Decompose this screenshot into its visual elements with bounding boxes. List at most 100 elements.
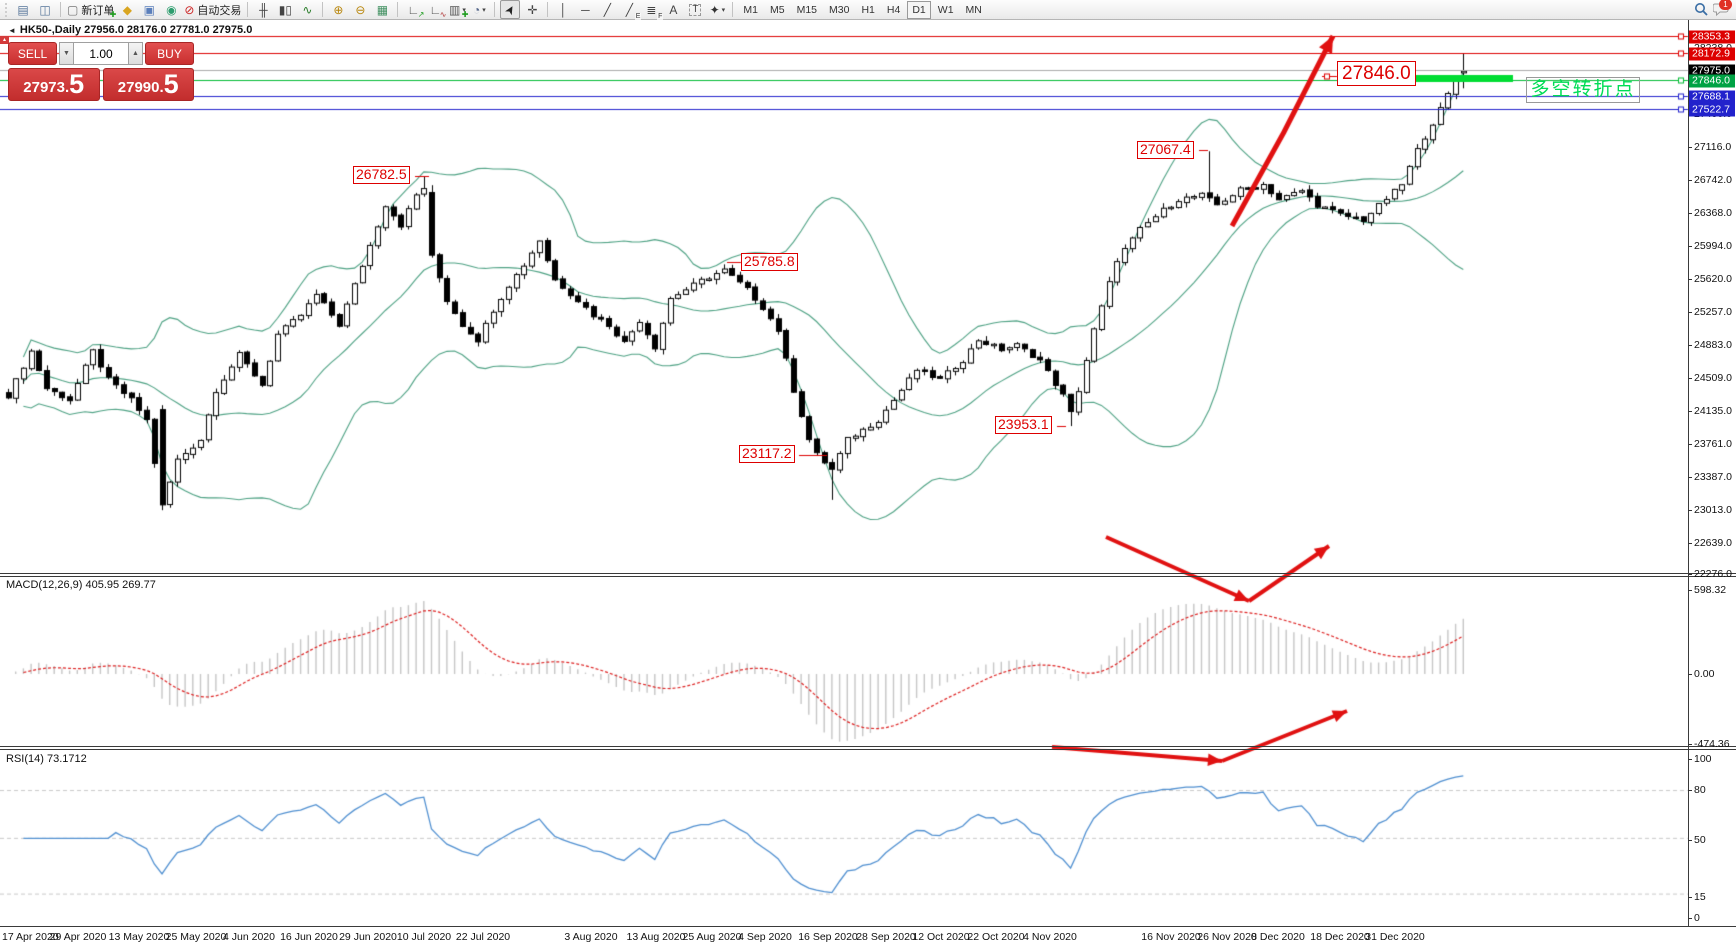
tile-windows-icon[interactable]: ▦ xyxy=(372,0,392,19)
price-annotation[interactable]: 25785.8 xyxy=(741,253,798,271)
macd-axis-tick-mark xyxy=(1688,674,1692,675)
price-level-badge: 28353.3 xyxy=(1689,30,1735,43)
indicator-window-icon[interactable]: ∟ ∿ xyxy=(425,0,447,19)
buy-button[interactable]: BUY xyxy=(145,42,194,65)
indicator-list-icon[interactable]: ∟ ↗ xyxy=(403,0,425,19)
signal-icon[interactable]: ◉ xyxy=(161,0,181,19)
price-annotation[interactable]: 23953.1 xyxy=(995,416,1052,434)
date-axis-label: 3 Aug 2020 xyxy=(564,931,618,943)
pane-separator[interactable] xyxy=(0,749,1736,750)
buy-price-dot: . xyxy=(159,79,164,96)
vertical-line-icon[interactable]: │ xyxy=(553,0,573,19)
date-axis-label: 12 Oct 2020 xyxy=(912,931,970,943)
auto-trading-button[interactable]: ⊘ 自动交易 xyxy=(183,0,242,19)
zoom-in-icon[interactable]: ⊕ xyxy=(328,0,348,19)
trendline-icon[interactable]: ╱ xyxy=(597,0,617,19)
periods-icon[interactable]: ◔ ▾ xyxy=(469,0,489,19)
pane-separator[interactable] xyxy=(0,576,1736,577)
periods-icon-dropdown[interactable]: ▾ xyxy=(482,6,486,14)
timeframe-m1[interactable]: M1 xyxy=(743,3,758,16)
price-axis-tick-mark xyxy=(1688,345,1692,346)
channel-icon[interactable]: ╱ E xyxy=(619,0,642,20)
timeframe-w1[interactable]: W1 xyxy=(937,3,954,16)
text-icon[interactable]: A xyxy=(663,0,683,19)
price-annotation[interactable]: 27067.4 xyxy=(1137,141,1194,159)
toolbar-groups: ▤ ◫ ▢ ✚ 新订单 ◆ ▣ ◉ ⊘ 自动交易 ╫ ▮▯ ∿ ⊕ ⊖ ▦ ∟ ↗ ∟ ∿ ▥ ✚ ▾ ◔ ▾ ➤ ✛ │ ─ ╱ ╱ E ≣ F… xyxy=(2,0,988,20)
add-indicator-icon[interactable]: ▥ ✚ ▾ xyxy=(447,0,468,19)
toolbar-right: 1 xyxy=(1694,0,1734,17)
sell-price-main: 27973 xyxy=(23,79,65,96)
rsi-axis-tick: 15 xyxy=(1694,891,1706,903)
chart-title: ◄ HK50-,Daily 27956.0 28176.0 27781.0 27… xyxy=(8,24,252,36)
timeframe-h1[interactable]: H1 xyxy=(861,3,875,16)
rsi-axis-tick-mark xyxy=(1688,897,1692,898)
price-axis-tick: 25620.0 xyxy=(1694,273,1732,285)
fibonacci-icon[interactable]: ≣ F xyxy=(641,0,664,20)
crosshair-icon[interactable]: ✛ xyxy=(522,0,542,19)
timeframe-m30[interactable]: M30 xyxy=(829,3,850,16)
price-axis-border xyxy=(1688,20,1689,926)
zoom-out-icon[interactable]: ⊖ xyxy=(350,0,370,19)
price-axis-tick-mark xyxy=(1688,147,1692,148)
price-annotation[interactable]: 27846.0 xyxy=(1337,61,1416,87)
panel-collapse-button[interactable]: ▴ xyxy=(0,36,9,44)
chat-icon[interactable]: 1 xyxy=(1713,0,1732,17)
rsi-axis-tick-mark xyxy=(1688,840,1692,841)
publish-icon[interactable]: ▣ xyxy=(139,0,159,19)
volume-input[interactable] xyxy=(74,42,128,65)
price-annotation[interactable]: 23117.2 xyxy=(739,445,795,463)
volume-decrease-button[interactable]: ▼ xyxy=(59,42,74,65)
toolbar-separator xyxy=(60,2,61,17)
search-icon[interactable] xyxy=(1694,2,1709,17)
buy-price-frac: 5 xyxy=(163,69,179,99)
bar-chart-icon[interactable]: ╫ xyxy=(253,0,273,19)
indicator-window-icon-overlay: ∿ xyxy=(439,10,447,19)
date-axis-label: 4 Jun 2020 xyxy=(223,931,275,943)
chart-marker-icon: ◄ xyxy=(8,25,16,35)
toolbar-separator xyxy=(732,2,734,17)
line-chart-icon[interactable]: ∿ xyxy=(297,0,317,19)
timeframe-h4[interactable]: H4 xyxy=(886,3,901,16)
volume-increase-button[interactable]: ▲ xyxy=(128,42,143,65)
date-axis-label: 8 Dec 2020 xyxy=(1251,931,1305,943)
price-level-badge: 27688.1 xyxy=(1689,90,1735,103)
horizontal-line-icon[interactable]: ─ xyxy=(575,0,595,19)
arrows-icon[interactable]: ✦ ▾ xyxy=(707,0,727,19)
date-axis-label: 16 Jun 2020 xyxy=(280,931,338,943)
timeframe-d1[interactable]: D1 xyxy=(907,0,931,19)
price-axis-tick-mark xyxy=(1688,378,1692,379)
pane-separator[interactable] xyxy=(0,573,1736,574)
price-axis-tick-mark xyxy=(1688,213,1692,214)
timeframe-m15[interactable]: M15 xyxy=(796,3,818,16)
price-axis-tick: 26368.0 xyxy=(1694,207,1732,219)
add-indicator-icon-dropdown[interactable]: ▾ xyxy=(462,6,466,14)
new-order-button[interactable]: ▢ ✚ 新订单 xyxy=(66,0,116,19)
label-icon[interactable]: T xyxy=(685,0,705,19)
candlestick-chart-icon[interactable]: ▮▯ xyxy=(275,0,295,19)
chinese-note-label[interactable]: 多空转折点 xyxy=(1526,77,1640,103)
timeframe-mn[interactable]: MN xyxy=(965,3,982,16)
sell-price-dot: . xyxy=(65,79,70,96)
gold-icon[interactable]: ◆ xyxy=(117,0,137,19)
channel-icon: ╱ xyxy=(625,2,634,17)
sell-button[interactable]: SELL xyxy=(8,42,57,65)
price-axis-tick: 26742.0 xyxy=(1694,174,1732,186)
gold-icon: ◆ xyxy=(122,2,132,17)
cursor-icon[interactable]: ➤ xyxy=(500,0,521,19)
price-annotation[interactable]: 26782.5 xyxy=(353,166,410,184)
trendline-icon: ╱ xyxy=(603,2,612,17)
macd-axis-tick: -474.36 xyxy=(1694,738,1730,750)
date-axis-label: 13 Aug 2020 xyxy=(626,931,686,943)
arrows-icon-dropdown[interactable]: ▾ xyxy=(721,6,726,14)
price-axis-tick: 22276.0 xyxy=(1694,568,1732,580)
pane-separator[interactable] xyxy=(0,746,1736,747)
buy-price[interactable]: 27990. 5 xyxy=(102,68,194,101)
rsi-axis-tick-mark xyxy=(1688,759,1692,760)
price-level-badge: 27522.7 xyxy=(1689,103,1735,116)
timeframe-m5[interactable]: M5 xyxy=(770,3,785,16)
date-axis-label: 16 Sep 2020 xyxy=(798,931,858,943)
profiles-icon[interactable]: ◫ xyxy=(35,0,55,19)
new-chart-icon[interactable]: ▤ xyxy=(13,0,33,19)
sell-price[interactable]: 27973. 5 xyxy=(8,68,100,101)
